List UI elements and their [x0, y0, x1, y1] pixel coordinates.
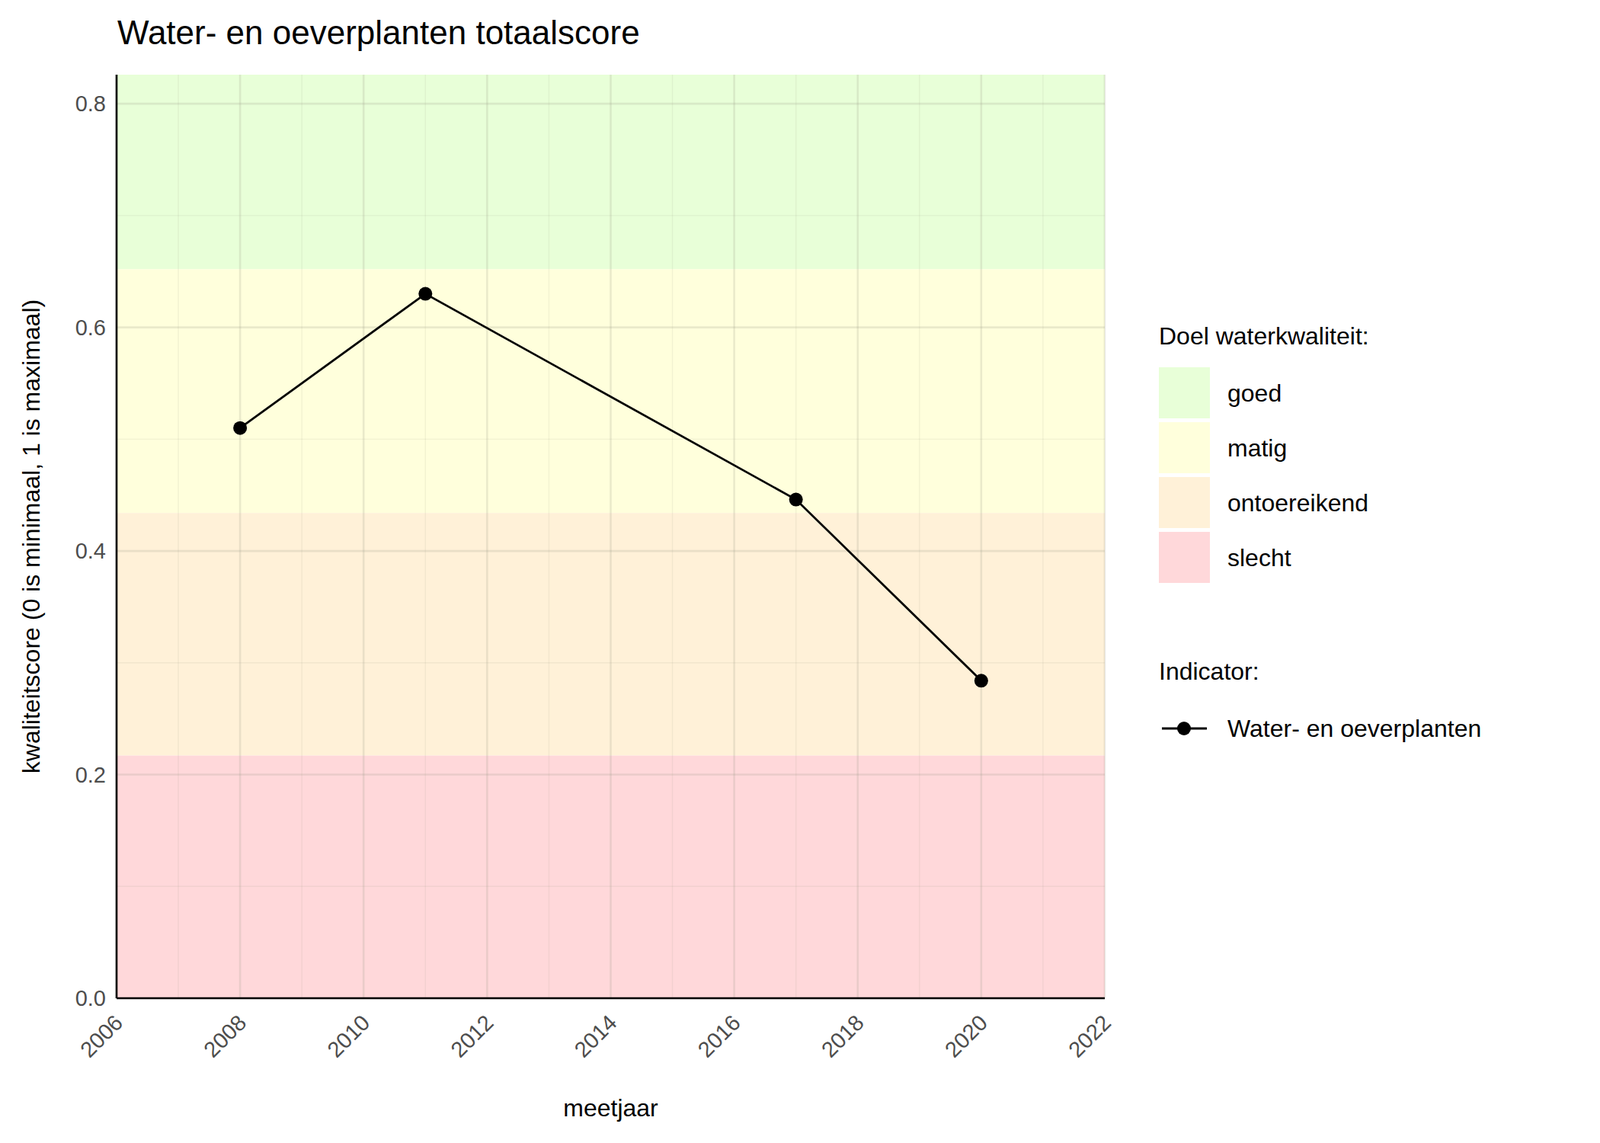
grid-line — [980, 74, 983, 999]
grid-line — [115, 74, 119, 999]
legend-label: goed — [1227, 379, 1282, 407]
grid-line — [362, 74, 365, 999]
x-tick-label: 2022 — [1063, 1010, 1116, 1063]
minor-grid-line — [300, 74, 302, 999]
minor-grid-line — [548, 74, 550, 999]
y-tick-label: 0.0 — [75, 985, 106, 1011]
legend-label: Water- en oeverplanten — [1227, 714, 1482, 743]
grid-line — [239, 74, 242, 999]
minor-grid-line — [425, 74, 426, 999]
x-tick-label: 2020 — [940, 1010, 992, 1063]
grid-line — [116, 997, 1105, 1000]
grid-line — [486, 74, 489, 999]
y-tick-label: 0.8 — [75, 91, 106, 116]
y-tick-label: 0.6 — [75, 315, 106, 340]
legend-label: matig — [1227, 434, 1287, 462]
x-axis-line — [116, 997, 1105, 1000]
x-axis-title: meetjaar — [563, 1094, 659, 1122]
legend-title: Doel waterkwaliteit: — [1158, 322, 1370, 350]
minor-grid-line — [795, 74, 797, 999]
x-tick-label: 2008 — [198, 1010, 251, 1063]
data-point — [418, 287, 432, 301]
x-tick-label: 2018 — [816, 1010, 869, 1063]
minor-grid-line — [177, 74, 179, 999]
x-tick-label: 2010 — [322, 1010, 375, 1063]
legend-key — [1158, 367, 1210, 419]
x-tick-label: 2014 — [569, 1010, 621, 1063]
title: Water- en oeverplanten totaalscore — [117, 13, 640, 52]
series-group — [233, 287, 989, 688]
data-point — [789, 492, 804, 507]
series-line — [240, 294, 982, 682]
minor-grid-line — [1042, 74, 1044, 999]
data-point — [974, 673, 989, 688]
y-axis-line — [115, 74, 119, 999]
y-tick-label: 0.4 — [75, 538, 106, 564]
data-point — [233, 421, 247, 436]
minor-grid-line — [918, 74, 920, 999]
grid-line — [1104, 74, 1107, 999]
grid-line — [609, 74, 612, 999]
bands — [116, 74, 1105, 999]
legend-label: ontoereikend — [1227, 489, 1369, 517]
minor-grid-line — [672, 74, 673, 999]
legend-title: Indicator: — [1158, 657, 1260, 685]
legend-marker — [1177, 721, 1191, 736]
legend-key — [1158, 422, 1210, 474]
y-axis-title: kwaliteitscore (0 is minimaal, 1 is maxi… — [17, 299, 45, 774]
legend-key — [1158, 476, 1210, 528]
chart: 0.0 0.2 0.4 0.6 0.8 2006 2008 2010 2012 2014 2016 2… — [0, 0, 1600, 1143]
legend-label: slecht — [1227, 544, 1292, 572]
x-tick-label: 2016 — [693, 1010, 746, 1063]
grid — [116, 74, 1105, 999]
grid-line — [856, 74, 859, 999]
x-tick-label: 2012 — [445, 1010, 498, 1063]
grid-line — [732, 74, 736, 999]
y-tick-label: 0.2 — [75, 762, 106, 788]
legend-key — [1158, 531, 1210, 583]
x-tick-label: 2006 — [75, 1010, 128, 1063]
